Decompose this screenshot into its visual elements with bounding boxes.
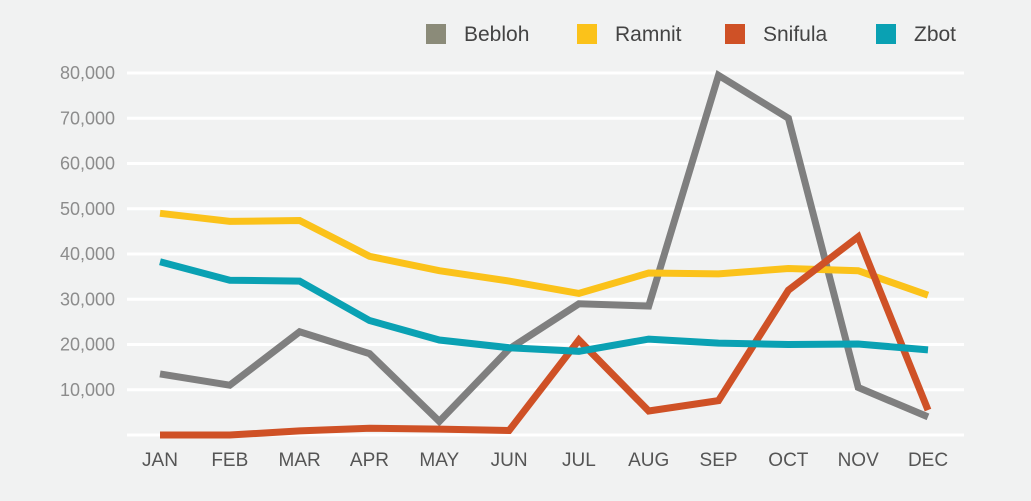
series-line-snifula xyxy=(160,231,932,439)
legend-label-snifula: Snifula xyxy=(763,23,828,46)
y-tick-label: 10,000 xyxy=(60,380,115,400)
y-tick-label: 30,000 xyxy=(60,289,115,309)
y-tick-label: 60,000 xyxy=(60,154,115,174)
y-tick-label: 70,000 xyxy=(60,108,115,128)
x-tick-label: NOV xyxy=(838,450,880,471)
y-tick-label: 50,000 xyxy=(60,199,115,219)
x-tick-label: DEC xyxy=(908,450,948,471)
x-tick-label: JUN xyxy=(491,450,528,471)
y-tick-label: 20,000 xyxy=(60,335,115,355)
series-lines xyxy=(159,69,932,439)
y-tick-label: 40,000 xyxy=(60,244,115,264)
x-axis-ticks: JAN FEB MAR APR MAY JUN JUL AUG SEP OCT NOV DEC xyxy=(142,450,948,471)
x-tick-label: FEB xyxy=(211,450,248,471)
x-tick-label: MAR xyxy=(279,450,321,471)
x-tick-label: SEP xyxy=(700,450,738,471)
y-axis-ticks: 10,000 20,000 30,000 40,000 50,000 60,000 70,0… xyxy=(60,63,115,400)
x-tick-label: MAY xyxy=(419,450,459,471)
legend-label-zbot: Zbot xyxy=(914,23,956,46)
x-tick-label: JUL xyxy=(562,450,596,471)
legend-swatch-bebloh xyxy=(426,24,446,44)
legend-label-bebloh: Bebloh xyxy=(464,23,529,46)
legend-swatch-snifula xyxy=(725,24,745,44)
legend-swatch-ramnit xyxy=(577,24,597,44)
x-tick-label: APR xyxy=(350,450,389,471)
series-line-zbot xyxy=(159,258,929,355)
y-tick-label: 80,000 xyxy=(60,63,115,83)
x-tick-label: OCT xyxy=(768,450,809,471)
gridlines xyxy=(127,71,964,437)
legend: Bebloh Ramnit Snifula Zbot xyxy=(426,23,956,46)
legend-label-ramnit: Ramnit xyxy=(615,23,682,46)
x-tick-label: AUG xyxy=(628,450,669,471)
x-tick-label: JAN xyxy=(142,450,178,471)
legend-swatch-zbot xyxy=(876,24,896,44)
series-line-bebloh xyxy=(159,69,930,427)
series-line-ramnit xyxy=(159,209,930,299)
